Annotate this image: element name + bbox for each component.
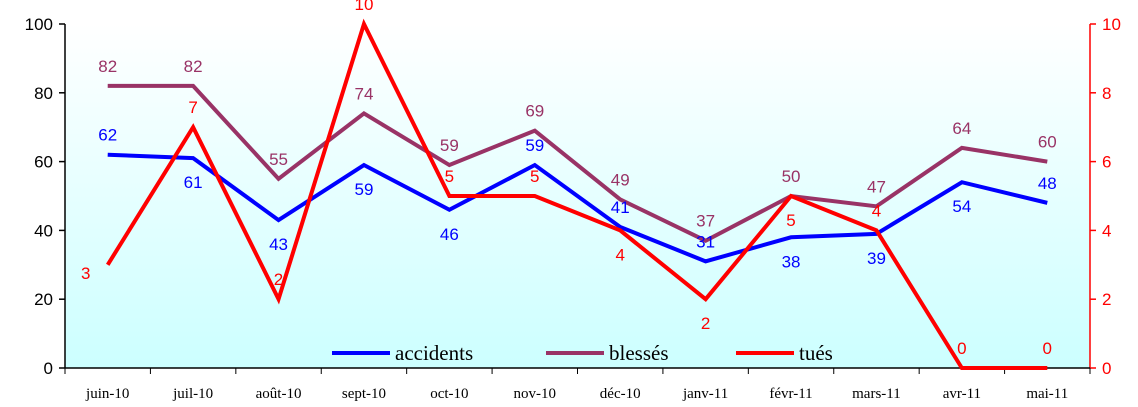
data-label-blessés: 82: [98, 57, 117, 76]
series-line-tués: [106, 18, 1048, 370]
y-left-tick-label: 100: [25, 15, 53, 34]
data-label-blessés: 60: [1038, 133, 1057, 152]
x-tick-label: mars-11: [852, 386, 901, 402]
data-label-accidents: 31: [696, 232, 715, 251]
data-label-tués: 10: [354, 0, 373, 14]
x-tick-label: sept-10: [342, 386, 386, 402]
y-left-tick-label: 20: [34, 290, 53, 309]
x-tick-label: déc-10: [600, 386, 641, 402]
data-label-tués: 5: [445, 167, 454, 186]
y-right-tick-label: 4: [1102, 221, 1111, 240]
data-label-blessés: 50: [782, 167, 801, 186]
data-label-accidents: 43: [269, 235, 288, 254]
data-label-tués: 2: [274, 270, 283, 289]
data-label-blessés: 74: [354, 84, 373, 103]
data-label-accidents: 59: [525, 136, 544, 155]
legend-label-blessés: blessés: [609, 341, 669, 365]
data-label-accidents: 61: [184, 173, 203, 192]
data-label-tués: 0: [1043, 339, 1052, 358]
data-label-tués: 7: [188, 98, 197, 117]
data-label-accidents: 48: [1038, 174, 1057, 193]
data-label-blessés: 69: [525, 102, 544, 121]
y-left-tick-label: 40: [34, 221, 53, 240]
x-tick-label: juil-10: [172, 386, 213, 402]
y-left-tick-label: 0: [44, 359, 53, 378]
data-label-accidents: 54: [952, 197, 971, 216]
data-label-tués: 3: [81, 264, 90, 283]
data-label-tués: 4: [872, 201, 881, 220]
data-label-tués: 0: [957, 339, 966, 358]
x-tick-label: févr-11: [769, 386, 812, 402]
data-label-blessés: 37: [696, 212, 715, 231]
data-label-accidents: 41: [611, 198, 630, 217]
data-label-tués: 2: [701, 314, 710, 333]
x-tick-label: avr-11: [943, 386, 981, 402]
data-label-accidents: 46: [440, 225, 459, 244]
y-right-tick-label: 10: [1102, 15, 1121, 34]
legend-label-accidents: accidents: [395, 341, 473, 365]
legend-label-tués: tués: [799, 341, 833, 365]
data-label-accidents: 38: [782, 252, 801, 271]
x-tick-label: mai-11: [1026, 386, 1068, 402]
data-label-blessés: 64: [952, 119, 971, 138]
y-right-tick-label: 2: [1102, 290, 1111, 309]
data-label-blessés: 59: [440, 136, 459, 155]
data-label-blessés: 47: [867, 177, 886, 196]
data-label-tués: 5: [530, 167, 539, 186]
legend: accidents blessés tués: [332, 341, 833, 365]
data-label-blessés: 49: [611, 170, 630, 189]
y-right-tick-label: 0: [1102, 359, 1111, 378]
x-tick-label: nov-10: [514, 386, 557, 402]
data-label-blessés: 55: [269, 150, 288, 169]
x-tick-label: oct-10: [430, 386, 468, 402]
data-label-accidents: 59: [354, 180, 373, 199]
y-right-tick-label: 8: [1102, 84, 1111, 103]
data-label-accidents: 39: [867, 249, 886, 268]
y-left-tick-label: 80: [34, 84, 53, 103]
data-label-tués: 5: [786, 211, 795, 230]
x-tick-label: janv-11: [682, 386, 728, 402]
data-label-accidents: 62: [98, 126, 117, 145]
y-right-tick-label: 6: [1102, 153, 1111, 172]
x-tick-label: août-10: [256, 386, 302, 402]
x-tick-label: juin-10: [85, 386, 129, 402]
series-line-accidents: [107, 152, 1048, 264]
series-line-blessés: [107, 83, 1048, 243]
data-label-tués: 4: [615, 245, 624, 264]
data-label-blessés: 82: [184, 57, 203, 76]
y-left-tick-label: 60: [34, 153, 53, 172]
